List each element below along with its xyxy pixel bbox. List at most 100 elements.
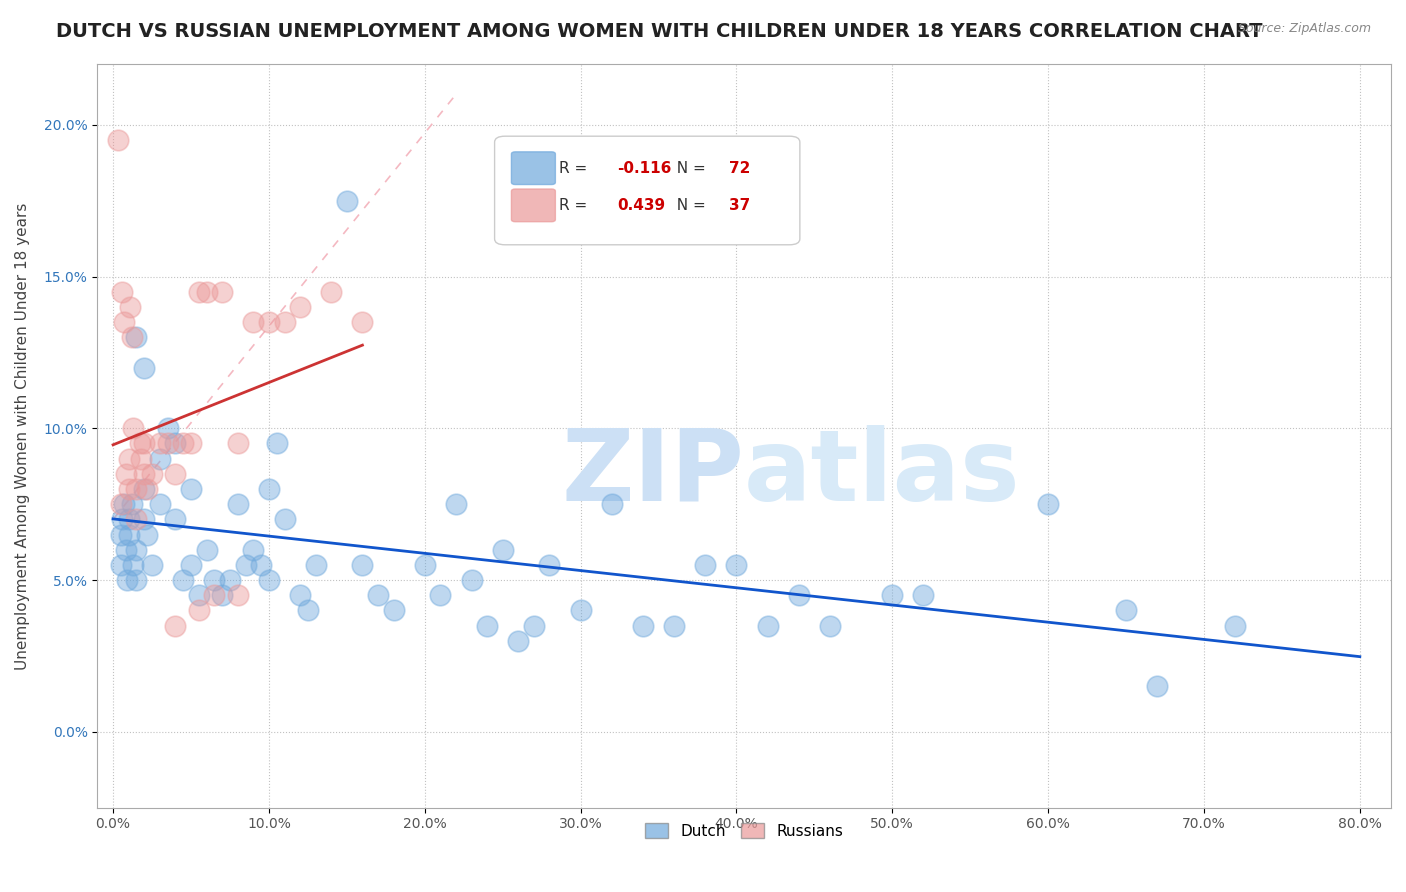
Legend: Dutch, Russians: Dutch, Russians — [640, 816, 849, 845]
Point — [172, 573, 194, 587]
Point — [165, 618, 187, 632]
Point — [134, 482, 156, 496]
Point — [180, 482, 202, 496]
Point — [149, 436, 172, 450]
Point — [118, 527, 141, 541]
Point — [156, 436, 179, 450]
Point — [352, 558, 374, 572]
Point — [149, 497, 172, 511]
Point — [631, 618, 654, 632]
Point — [367, 588, 389, 602]
Point — [111, 512, 134, 526]
Point — [1223, 618, 1246, 632]
Point — [128, 436, 150, 450]
Point — [165, 512, 187, 526]
Point — [129, 451, 152, 466]
Point — [187, 603, 209, 617]
Point — [257, 482, 280, 496]
Point — [156, 421, 179, 435]
Point — [226, 588, 249, 602]
Point — [235, 558, 257, 572]
FancyBboxPatch shape — [512, 152, 555, 185]
Point — [756, 618, 779, 632]
Point — [250, 558, 273, 572]
Point — [569, 603, 592, 617]
Text: Source: ZipAtlas.com: Source: ZipAtlas.com — [1237, 22, 1371, 36]
Point — [134, 360, 156, 375]
Point — [120, 300, 142, 314]
Point — [787, 588, 810, 602]
Point — [202, 573, 225, 587]
Point — [110, 558, 132, 572]
Point — [288, 588, 311, 602]
Point — [242, 315, 264, 329]
Point — [523, 618, 546, 632]
Text: atlas: atlas — [744, 425, 1021, 522]
Point — [121, 330, 143, 344]
Point — [125, 512, 148, 526]
Text: -0.116: -0.116 — [617, 161, 672, 176]
Point — [600, 497, 623, 511]
Point — [352, 315, 374, 329]
Point — [202, 588, 225, 602]
Point — [413, 558, 436, 572]
Point — [297, 603, 319, 617]
Point — [165, 467, 187, 481]
Point — [172, 436, 194, 450]
Point — [118, 512, 141, 526]
Point — [125, 482, 148, 496]
Point — [136, 527, 159, 541]
Point — [444, 497, 467, 511]
Point — [111, 285, 134, 299]
Point — [912, 588, 935, 602]
Point — [165, 436, 187, 450]
Point — [125, 542, 148, 557]
Point — [460, 573, 482, 587]
Point — [195, 542, 218, 557]
Point — [492, 542, 515, 557]
Point — [141, 558, 163, 572]
Text: DUTCH VS RUSSIAN UNEMPLOYMENT AMONG WOMEN WITH CHILDREN UNDER 18 YEARS CORRELATI: DUTCH VS RUSSIAN UNEMPLOYMENT AMONG WOME… — [56, 22, 1263, 41]
Point — [125, 573, 148, 587]
Point — [429, 588, 451, 602]
Point — [118, 451, 141, 466]
Point — [305, 558, 328, 572]
Point — [1115, 603, 1137, 617]
Point — [118, 482, 141, 496]
Point — [382, 603, 405, 617]
Point — [695, 558, 717, 572]
Point — [125, 330, 148, 344]
Point — [538, 558, 561, 572]
Point — [187, 588, 209, 602]
Point — [266, 436, 288, 450]
Point — [195, 285, 218, 299]
FancyBboxPatch shape — [512, 189, 555, 222]
Point — [134, 436, 156, 450]
Point — [114, 542, 136, 557]
Point — [141, 467, 163, 481]
Point — [180, 436, 202, 450]
Point — [273, 315, 295, 329]
Point — [257, 573, 280, 587]
Point — [211, 285, 233, 299]
Point — [121, 497, 143, 511]
Point — [321, 285, 343, 299]
Point — [257, 315, 280, 329]
FancyBboxPatch shape — [495, 136, 800, 244]
Point — [1036, 497, 1059, 511]
Point — [110, 527, 132, 541]
Point — [114, 467, 136, 481]
Point — [122, 421, 145, 435]
Point — [112, 315, 135, 329]
Point — [288, 300, 311, 314]
Y-axis label: Unemployment Among Women with Children Under 18 years: Unemployment Among Women with Children U… — [15, 202, 30, 670]
Point — [149, 451, 172, 466]
Point — [226, 436, 249, 450]
Text: N =: N = — [666, 198, 710, 213]
Point — [219, 573, 242, 587]
Point — [336, 194, 359, 208]
Point — [134, 512, 156, 526]
Point — [134, 467, 156, 481]
Point — [107, 133, 129, 147]
Point — [475, 618, 498, 632]
